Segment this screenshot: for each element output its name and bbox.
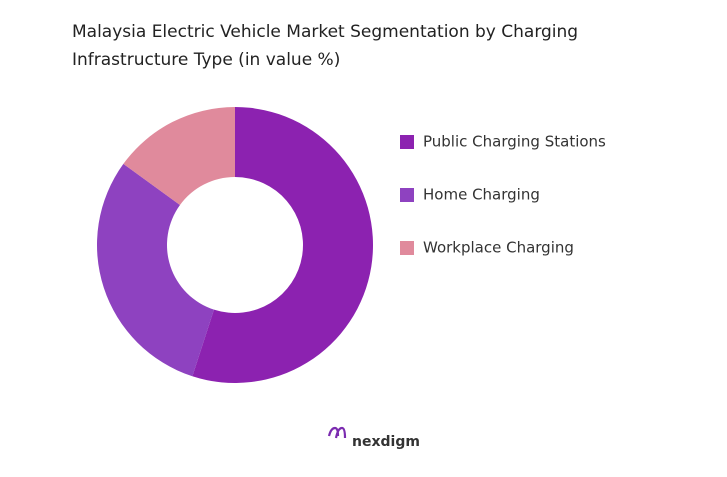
legend-swatch bbox=[400, 135, 414, 149]
legend-swatch bbox=[400, 241, 414, 255]
donut-segment bbox=[123, 107, 235, 206]
legend-label: Workplace Charging bbox=[423, 239, 574, 257]
donut-segment bbox=[192, 107, 373, 383]
legend-swatch bbox=[400, 188, 414, 202]
legend-label: Home Charging bbox=[423, 186, 540, 204]
logo-text: nexdigm bbox=[352, 434, 420, 450]
chart-title: Malaysia Electric Vehicle Market Segment… bbox=[72, 22, 579, 70]
donut-segment bbox=[96, 163, 214, 377]
legend-label: Public Charging Stations bbox=[423, 133, 606, 151]
logo-icon bbox=[327, 426, 347, 439]
